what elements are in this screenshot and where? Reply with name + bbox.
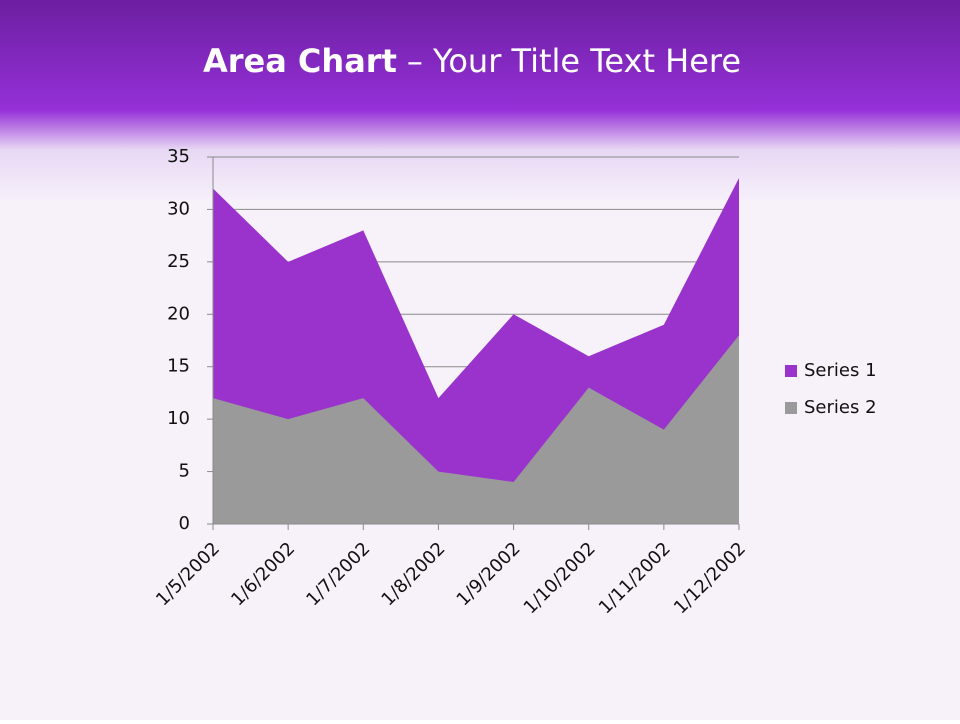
y-tick-label: 25	[167, 251, 190, 272]
y-tick-label: 0	[179, 513, 190, 534]
legend-label: Series 2	[804, 397, 877, 418]
y-tick-label: 10	[167, 408, 190, 429]
y-tick-label: 30	[167, 198, 190, 219]
title-rest: – Your Title Text Here	[407, 42, 741, 80]
title-bold: Area Chart	[203, 42, 397, 80]
y-tick-label: 5	[179, 461, 190, 482]
y-tick-label: 15	[167, 356, 190, 377]
header-band	[0, 0, 960, 200]
legend-label: Series 1	[804, 360, 877, 381]
y-tick-label: 35	[167, 146, 190, 167]
legend-swatch	[785, 402, 797, 414]
area	[213, 335, 739, 524]
slide-title: Area Chart – Your Title Text Here	[203, 42, 741, 80]
legend-swatch	[785, 365, 797, 377]
y-tick-label: 20	[167, 303, 190, 324]
